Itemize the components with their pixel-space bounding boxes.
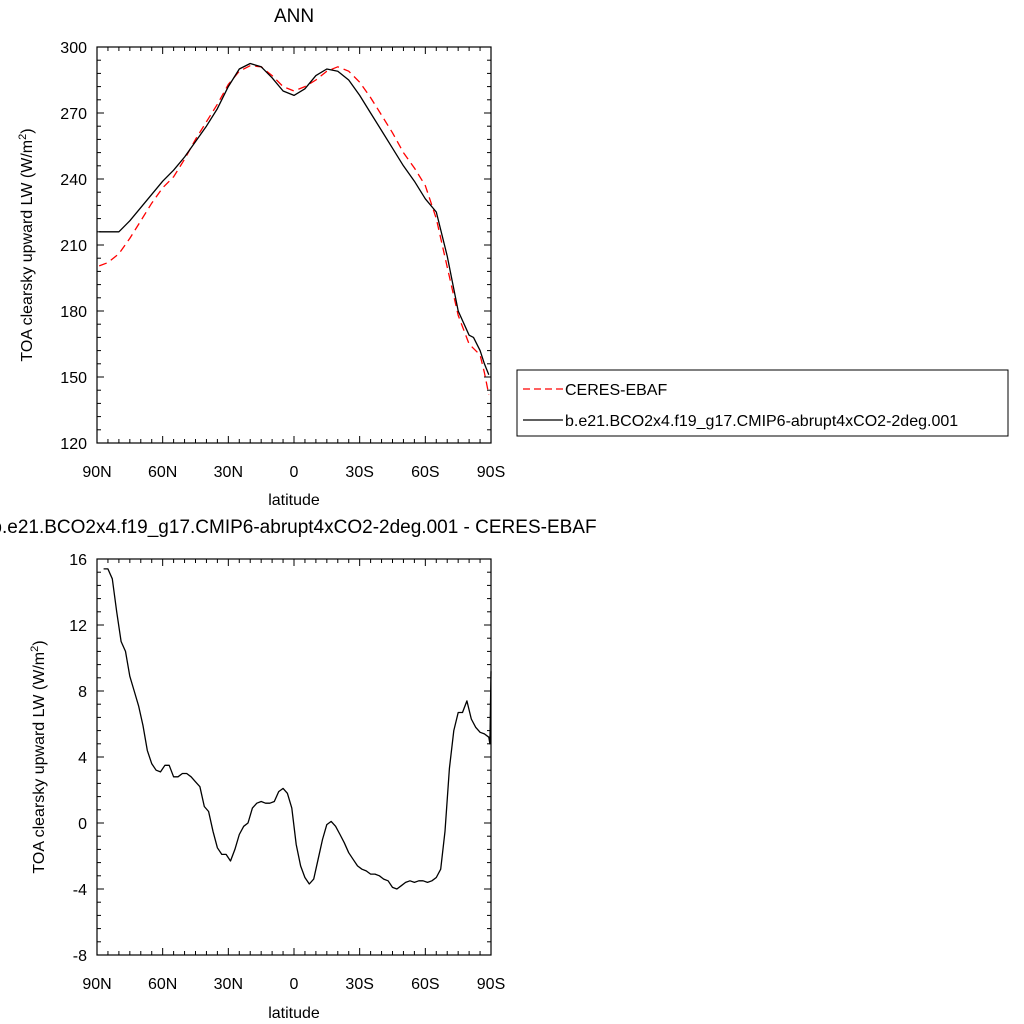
top-x-tick-label: 90S [477, 464, 505, 481]
top-x-tick-label: 60N [148, 464, 177, 481]
bottom-series-line-0 [103, 568, 492, 890]
chart-bottom-title: b.e21.BCO2x4.f19_g17.CMIP6-abrupt4xCO2-2… [0, 517, 597, 538]
chart-top-plot-area: 90N 60N 30N 0 30S 60S 90S 120 150 180 210 240 270 300 [60, 40, 505, 481]
legend-box [516, 369, 1009, 437]
top-y-tick-label: 120 [60, 436, 87, 453]
chart-top-y-axis-title-main: TOA clearsky upward LW (W/m [19, 140, 36, 362]
top-series-line-1 [99, 62, 490, 376]
top-y-tick-label: 150 [60, 370, 87, 387]
bottom-x-tick-label: 60N [148, 976, 177, 993]
chart-top: ANN 90N 60N 30N 0 30S 60S 90S 120 150 180 210 240 27… [17, 6, 1009, 509]
chart-top-y-axis-title-sup: 2 [17, 134, 29, 140]
bottom-y-tick-label: 0 [78, 816, 87, 833]
chart-bottom-y-axis-title-close: ) [31, 640, 48, 645]
chart-top-y-axis-title: TOA clearsky upward LW (W/m2) [17, 128, 36, 361]
bottom-plot-frame [96, 558, 492, 956]
bottom-y-tick-label: 4 [78, 750, 87, 767]
bottom-x-tick-label: 90S [477, 976, 505, 993]
chart-bottom-y-axis-title-main: TOA clearsky upward LW (W/m [31, 652, 48, 874]
chart-bottom-y-axis-title-sup: 2 [29, 646, 41, 652]
top-y-tick-label: 270 [60, 106, 87, 123]
chart-top-y-axis-title-close: ) [19, 128, 36, 133]
legend: CERES-EBAF b.e21.BCO2x4.f19_g17.CMIP6-ab… [516, 369, 1009, 437]
chart-top-x-axis-title: latitude [268, 492, 320, 509]
bottom-x-tick-label: 30N [214, 976, 243, 993]
top-x-tick-label: 30S [345, 464, 373, 481]
top-x-tick-label: 60S [411, 464, 439, 481]
legend-label-model: b.e21.BCO2x4.f19_g17.CMIP6-abrupt4xCO2-2… [565, 413, 958, 430]
top-y-tick-label: 180 [60, 304, 87, 321]
chart-bottom-x-axis-title: latitude [268, 1005, 320, 1022]
top-y-tick-label: 300 [60, 40, 87, 57]
bottom-y-tick-label: 12 [69, 618, 87, 635]
top-y-tick-label: 210 [60, 238, 87, 255]
chart-bottom-y-axis-title: TOA clearsky upward LW (W/m2) [29, 640, 48, 873]
bottom-x-tick-label: 0 [290, 976, 299, 993]
top-plot-frame [96, 46, 492, 444]
top-x-tick-label: 90N [82, 464, 111, 481]
bottom-y-tick-label: 8 [78, 684, 87, 701]
top-x-tick-label: 30N [214, 464, 243, 481]
bottom-x-tick-label: 90N [82, 976, 111, 993]
bottom-y-tick-label: -8 [73, 948, 87, 965]
bottom-y-tick-label: 16 [69, 552, 87, 569]
top-y-tick-label: 240 [60, 172, 87, 189]
bottom-x-tick-label: 30S [345, 976, 373, 993]
legend-label-ceres: CERES-EBAF [565, 382, 667, 399]
bottom-x-tick-label: 60S [411, 976, 439, 993]
chart-bottom-plot-area: 90N 60N 30N 0 30S 60S 90S -8 -4 0 4 8 12 16 [69, 552, 505, 993]
chart-bottom: b.e21.BCO2x4.f19_g17.CMIP6-abrupt4xCO2-2… [0, 517, 597, 1022]
top-series-line-0 [98, 65, 490, 395]
top-x-tick-label: 0 [290, 464, 299, 481]
chart-top-title: ANN [274, 6, 314, 27]
bottom-y-tick-label: -4 [73, 882, 87, 899]
